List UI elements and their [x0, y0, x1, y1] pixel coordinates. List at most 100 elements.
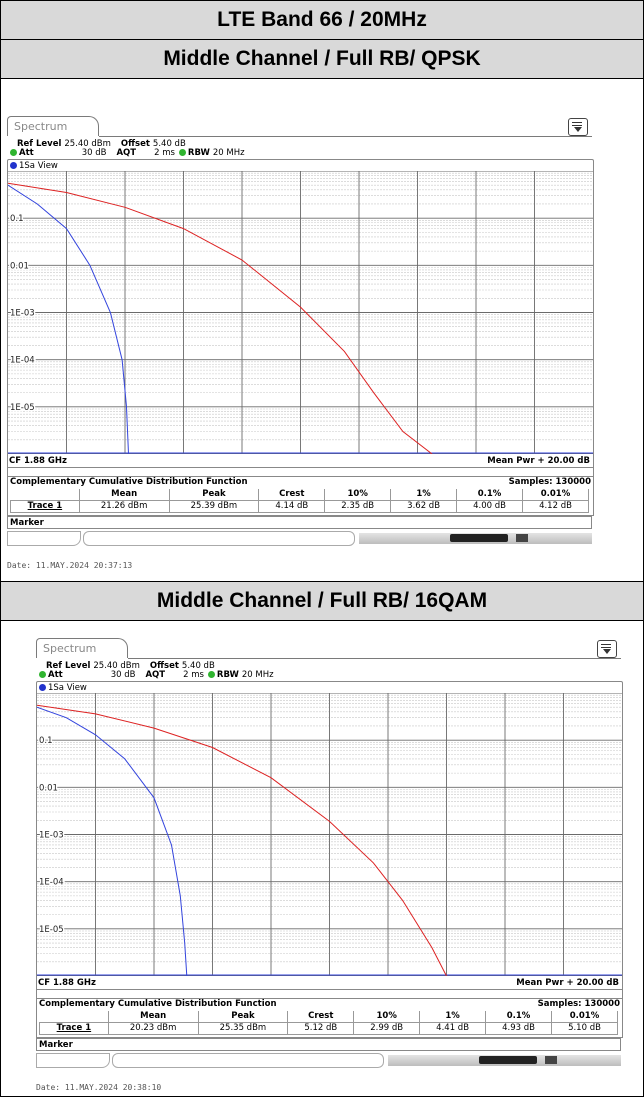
trace-dot-icon — [39, 684, 46, 691]
timestamp: Date: 11.MAY.2024 20:37:13 — [7, 561, 133, 570]
view-window: 1Sa View 0.1 0.01 1E-03 1E-04 1E-05 CF 1.88 GH… — [36, 681, 623, 1001]
menu-icon[interactable] — [568, 118, 588, 136]
att-row: Att 30 dB AQT 2 ms RBW 20 MHz — [10, 148, 245, 158]
rbw-value: 20 MHz — [212, 148, 245, 158]
spectrum-panel-qpsk: Spectrum Ref Level 25.40 dBm Offset 5.40 dB A… — [7, 116, 599, 580]
progress-icon — [479, 1056, 537, 1064]
trace-label: Trace 1 — [10, 500, 80, 513]
trace-1-curve — [8, 184, 129, 454]
table-cell: 3.62 dB — [390, 500, 458, 513]
status-dot-icon — [39, 671, 46, 678]
ref-level-row: Ref Level 25.40 dBm Offset 5.40 dB — [46, 661, 215, 671]
view-label: 1Sa View — [39, 683, 87, 693]
ref-level-value: 25.40 dBm — [93, 661, 140, 671]
ref-level-value: 25.40 dBm — [64, 139, 111, 149]
table-cell: 20.23 dBm — [107, 1022, 199, 1035]
ccdf-plot: 0.1 0.01 1E-03 1E-04 1E-05 — [8, 171, 593, 454]
column-header: Crest — [258, 489, 326, 501]
tab-spectrum[interactable]: Spectrum — [7, 116, 99, 136]
samples-count: Samples: 130000 — [537, 999, 620, 1009]
ccdf-plot: 0.1 0.01 1E-03 1E-04 1E-05 — [37, 693, 622, 976]
offset-label: Offset — [120, 139, 150, 149]
status-dot-icon — [207, 671, 215, 678]
ref-level-label: Ref Level — [17, 139, 62, 149]
column-header — [39, 1011, 109, 1023]
y-tick-label: 1E-04 — [39, 878, 64, 888]
mean-pwr-label: Mean Pwr + 20.00 dB — [516, 978, 619, 988]
bottom-toolbar — [36, 1053, 621, 1068]
table-cell: 2.99 dB — [353, 1022, 421, 1035]
table-header-row: Mean Peak Crest 10% 1% 0.1% 0.01% — [10, 489, 590, 501]
y-tick-label: 0.1 — [39, 736, 53, 746]
ccdf-table-box: Complementary Cumulative Distribution Fu… — [7, 476, 594, 516]
y-tick-label: 1E-03 — [39, 831, 64, 841]
gaussian-reference-curve — [37, 704, 447, 976]
column-header: 0.01% — [521, 489, 590, 501]
mean-pwr-label: Mean Pwr + 20.00 dB — [487, 456, 590, 466]
toolbar-input[interactable] — [112, 1053, 384, 1068]
page-title: LTE Band 66 / 20MHz — [1, 1, 643, 40]
ccdf-title: Complementary Cumulative Distribution Fu… — [39, 999, 277, 1009]
y-tick-label: 0.1 — [10, 214, 24, 224]
menu-icon[interactable] — [597, 640, 617, 658]
att-label: Att — [19, 148, 34, 158]
att-label: Att — [48, 670, 63, 680]
column-header: 1% — [419, 1011, 487, 1023]
view-window: 1Sa View 0.1 0.01 1E-03 1E-04 1E-05 CF 1.88 GH… — [7, 159, 594, 479]
toolbar-slot[interactable] — [7, 531, 81, 546]
ccdf-title: Complementary Cumulative Distribution Fu… — [10, 477, 248, 487]
y-tick-label: 0.01 — [10, 261, 29, 271]
section-title-qpsk: Middle Channel / Full RB/ QPSK — [1, 40, 643, 79]
table-cell: 21.26 dBm — [78, 500, 170, 513]
table-cell: 5.10 dB — [550, 1022, 619, 1035]
progress-icon — [450, 534, 508, 542]
table-cell: 25.35 dBm — [197, 1022, 289, 1035]
offset-label: Offset — [149, 661, 179, 671]
toolbar-input[interactable] — [83, 531, 355, 546]
column-header: Crest — [287, 1011, 355, 1023]
status-divider — [37, 989, 622, 990]
trace-label: Trace 1 — [39, 1022, 109, 1035]
rbw-value: 20 MHz — [241, 670, 274, 680]
aqt-value: 2 ms — [183, 670, 204, 680]
ccdf-stats-table: Mean Peak Crest 10% 1% 0.1% 0.01% Trace 1 20.23 … — [39, 1011, 619, 1035]
aqt-label: AQT — [116, 148, 137, 158]
column-header: 0.1% — [456, 489, 523, 501]
gaussian-reference-curve — [8, 182, 433, 454]
rbw-label: RBW — [187, 148, 210, 158]
marker-bar[interactable]: Marker — [7, 516, 592, 529]
ccdf-table-box: Complementary Cumulative Distribution Fu… — [36, 998, 623, 1038]
att-value: 30 dB — [110, 670, 136, 680]
samples-count: Samples: 130000 — [508, 477, 591, 487]
ccdf-stats-table: Mean Peak Crest 10% 1% 0.1% 0.01% Trace 1 21.26 … — [10, 489, 590, 513]
y-tick-label: 1E-03 — [10, 309, 35, 319]
tab-spectrum[interactable]: Spectrum — [36, 638, 128, 658]
att-row: Att 30 dB AQT 2 ms RBW 20 MHz — [39, 670, 274, 680]
table-cell: 4.14 dB — [258, 500, 326, 513]
table-cell: 4.41 dB — [419, 1022, 487, 1035]
marker-bar[interactable]: Marker — [36, 1038, 621, 1051]
ref-level-label: Ref Level — [46, 661, 91, 671]
tab-underline — [99, 136, 592, 137]
att-value: 30 dB — [81, 148, 107, 158]
column-header: 0.1% — [485, 1011, 552, 1023]
cf-label: CF 1.88 GHz — [9, 456, 67, 466]
network-icon — [545, 1056, 557, 1064]
spectrum-panel-16qam: Spectrum Ref Level 25.40 dBm Offset 5.40 dB A… — [36, 638, 628, 1092]
view-name: 1Sa View — [19, 161, 58, 171]
y-tick-label: 1E-04 — [10, 356, 35, 366]
tab-underline — [128, 658, 621, 659]
toolbar-slot[interactable] — [36, 1053, 110, 1068]
trace-1-curve — [37, 706, 188, 976]
table-cell: 5.12 dB — [287, 1022, 355, 1035]
column-header: 10% — [324, 489, 392, 501]
table-cell: 25.39 dBm — [168, 500, 260, 513]
column-header: Mean — [78, 489, 170, 501]
ref-level-row: Ref Level 25.40 dBm Offset 5.40 dB — [17, 139, 186, 149]
y-tick-label: 1E-05 — [39, 925, 64, 935]
offset-value: 5.40 dB — [152, 139, 186, 149]
column-header: 0.01% — [550, 1011, 619, 1023]
status-dot-icon — [10, 149, 17, 156]
y-tick-label: 1E-05 — [10, 403, 35, 413]
